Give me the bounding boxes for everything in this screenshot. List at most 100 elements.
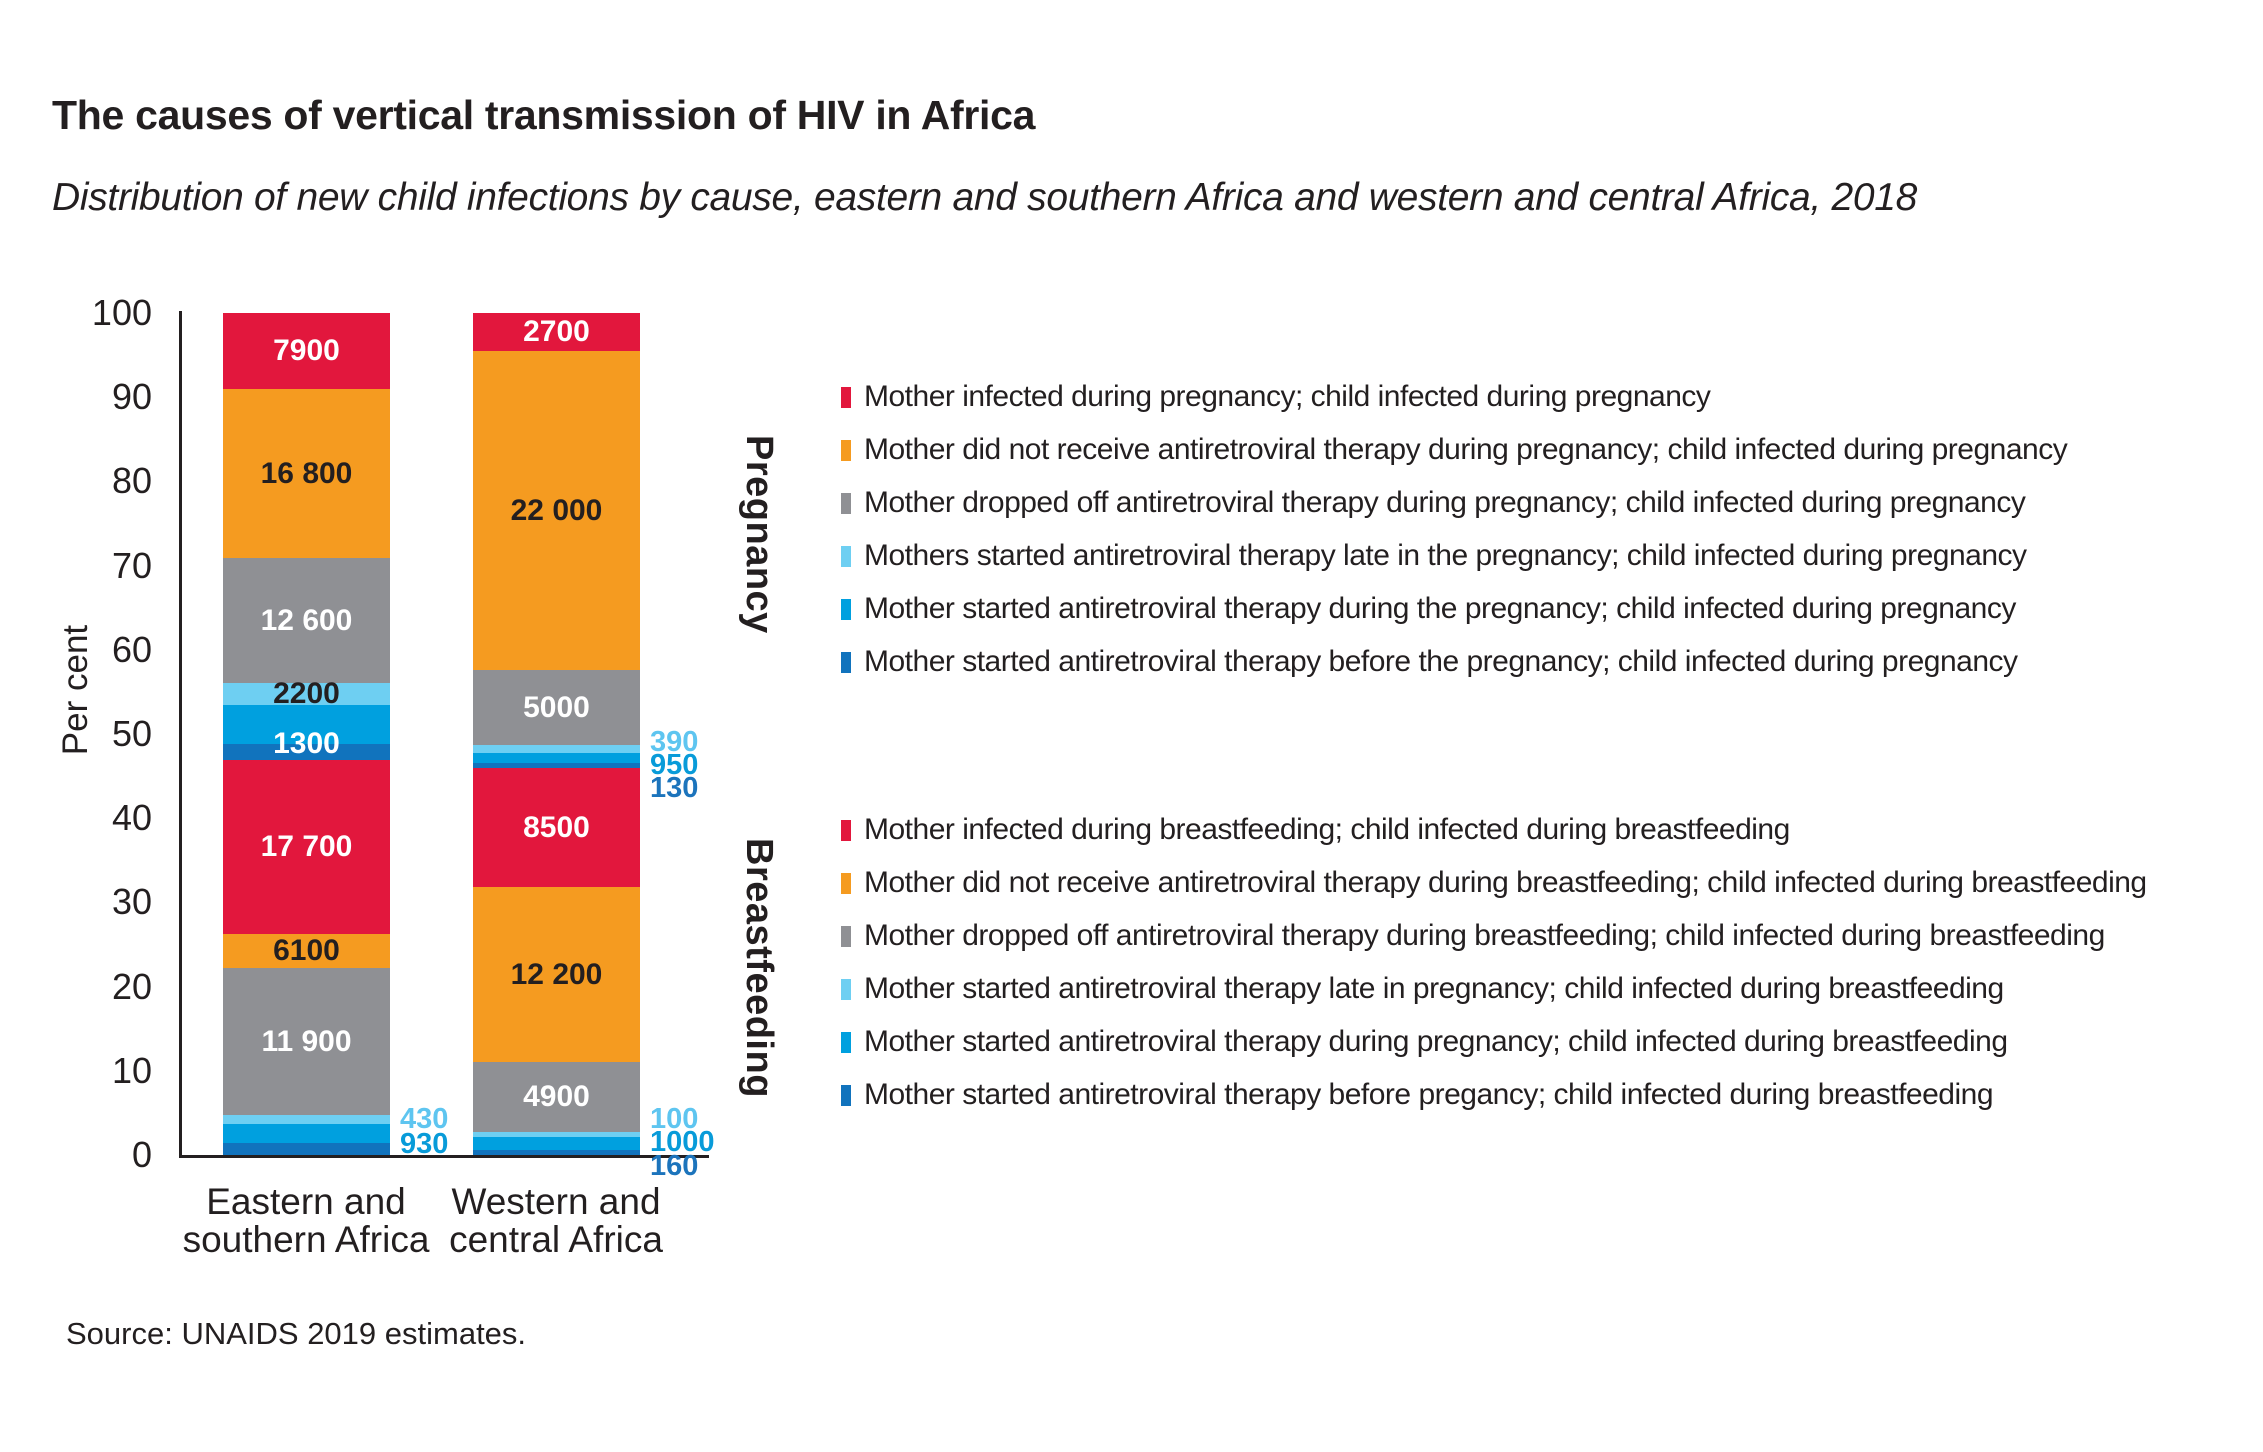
bar-segment-gray: 4900 <box>473 1062 640 1132</box>
segment-value-label: 1300 <box>273 727 340 760</box>
bar-segment-light_blue <box>473 745 640 753</box>
segment-value-label: 8500 <box>523 810 590 844</box>
section-label-breastfeeding: Breastfeeding <box>738 838 780 1098</box>
legend-label: Mother started antiretroviral therapy be… <box>864 645 2018 678</box>
segment-value-label-outside: 100 <box>650 1103 699 1135</box>
segment-value-label: 6100 <box>273 934 340 967</box>
segment-value-label-outside: 930 <box>400 1128 449 1160</box>
bar-segment-gray: 5000 <box>473 670 640 745</box>
x-axis-line <box>179 1155 709 1158</box>
legend-label: Mother infected during pregnancy; child … <box>864 380 1711 413</box>
legend-item: Mother started antiretroviral therapy be… <box>841 1078 1994 1112</box>
bar-segment-bright_blue <box>223 1124 390 1143</box>
legend-item: Mother started antiretroviral therapy la… <box>841 972 2004 1006</box>
legend-swatch-bright_blue <box>841 1031 851 1053</box>
bar-segment-light_blue: 2200 <box>223 679 390 709</box>
bar-segment-bright_blue <box>223 705 390 744</box>
segment-value-label: 2700 <box>523 315 590 348</box>
segment-value-label: 16 800 <box>260 456 353 490</box>
segment-value-label: 12 600 <box>260 603 353 637</box>
bar-segment-orange: 22 000 <box>473 351 640 670</box>
legend-item: Mother did not receive antiretroviral th… <box>841 866 2147 900</box>
segment-value-label: 12 200 <box>510 957 603 991</box>
page-subtitle: Distribution of new child infections by … <box>52 176 1918 219</box>
bar-segment-red: 17 700 <box>223 760 390 934</box>
bar-segment-light_blue <box>473 1132 640 1137</box>
legend-item: Mother infected during pregnancy; child … <box>841 380 1711 414</box>
y-tick-label: 70 <box>111 544 152 586</box>
bar-segment-dark_blue: 1300 <box>223 729 390 760</box>
bar-segment-gray: 11 900 <box>223 968 390 1115</box>
y-tick-label: 60 <box>111 628 152 670</box>
legend-swatch-orange <box>841 872 851 894</box>
y-tick-label: 100 <box>91 292 152 333</box>
y-axis-line <box>179 311 182 1158</box>
legend-item: Mother did not receive antiretroviral th… <box>841 433 2068 467</box>
segment-value-label: 5000 <box>523 690 590 724</box>
x-category-label: Western and <box>451 1181 661 1222</box>
legend-label: Mother did not receive antiretroviral th… <box>864 433 2068 466</box>
legend-swatch-red <box>841 819 851 841</box>
y-tick-label: 40 <box>111 797 152 839</box>
legend-item: Mother started antiretroviral therapy du… <box>841 592 2016 626</box>
bar-segment-dark_blue <box>473 1150 640 1155</box>
legend-swatch-dark_blue <box>841 1084 851 1106</box>
bar-segment-red: 8500 <box>473 768 640 887</box>
segment-value-label-outside: 390 <box>650 726 699 758</box>
source-note: Source: UNAIDS 2019 estimates. <box>66 1316 527 1351</box>
stacked-bar-2: 2700 22 000 5000 8500 12 200 4900 <box>473 313 640 1155</box>
x-category-label: Eastern and <box>206 1181 406 1222</box>
legend-label: Mother started antiretroviral therapy du… <box>864 1025 2008 1058</box>
y-tick-label: 50 <box>111 713 152 754</box>
legend-label: Mother started antiretroviral therapy du… <box>864 592 2016 625</box>
segment-value-label-outside: 1000 <box>650 1126 715 1158</box>
segment-value-label-outside: 950 <box>650 749 699 781</box>
y-tick-label: 0 <box>131 1134 152 1175</box>
segment-value-label: 17 700 <box>260 830 353 863</box>
segment-value-label: 7900 <box>273 334 340 367</box>
segment-value-label-outside: 130 <box>650 772 699 804</box>
y-tick-label: 80 <box>111 460 152 502</box>
legend-label: Mother started antiretroviral therapy be… <box>864 1078 1994 1111</box>
legend-swatch-bright_blue <box>841 598 851 620</box>
stacked-bar-1: 7900 16 800 12 600 2200 1300 17 700 6100 11 900 <box>223 313 390 1155</box>
legend-label: Mother started antiretroviral therapy la… <box>864 972 2004 1005</box>
y-tick-label: 90 <box>111 376 152 418</box>
legend-label: Mother dropped off antiretroviral therap… <box>864 919 2105 952</box>
legend-label: Mother dropped off antiretroviral therap… <box>864 486 2026 519</box>
segment-value-label: 4900 <box>523 1080 590 1113</box>
bar-segment-gray: 12 600 <box>223 558 390 683</box>
legend-swatch-gray <box>841 925 851 947</box>
legend-item: Mother started antiretroviral therapy be… <box>841 645 2018 679</box>
bar-segment-orange: 6100 <box>223 934 390 968</box>
bar-segment-orange: 16 800 <box>223 389 390 558</box>
bar-segment-bright_blue <box>473 753 640 763</box>
segment-value-label: 2200 <box>273 677 340 710</box>
legend-item: Mother dropped off antiretroviral therap… <box>841 486 2026 520</box>
x-category-label: central Africa <box>449 1219 663 1260</box>
legend-swatch-light_blue <box>841 978 851 1000</box>
page-title: The causes of vertical transmission of H… <box>52 92 1036 138</box>
bar-segment-dark_blue <box>473 763 640 768</box>
legend-swatch-red <box>841 386 851 408</box>
bar-segment-light_blue <box>223 1115 390 1124</box>
y-axis-label: Per cent <box>56 624 95 756</box>
bar-segment-dark_blue <box>223 1143 390 1155</box>
legend-swatch-light_blue <box>841 545 851 567</box>
segment-value-label: 22 000 <box>510 493 603 527</box>
segment-value-label-outside: 160 <box>650 1150 699 1182</box>
y-tick-label: 20 <box>111 965 152 1007</box>
legend-swatch-gray <box>841 492 851 514</box>
bar-segment-bright_blue <box>473 1137 640 1150</box>
y-tick-label: 30 <box>111 881 152 923</box>
x-category-label: southern Africa <box>182 1219 430 1260</box>
legend-item: Mothers started antiretroviral therapy l… <box>841 539 2027 573</box>
legend-label: Mothers started antiretroviral therapy l… <box>864 539 2027 572</box>
segment-value-label-outside: 430 <box>400 1103 449 1135</box>
legend-item: Mother infected during breastfeeding; ch… <box>841 813 1790 847</box>
legend-swatch-dark_blue <box>841 651 851 673</box>
legend-label: Mother did not receive antiretroviral th… <box>864 866 2147 899</box>
y-tick-label: 10 <box>111 1049 152 1091</box>
legend-swatch-orange <box>841 439 851 461</box>
